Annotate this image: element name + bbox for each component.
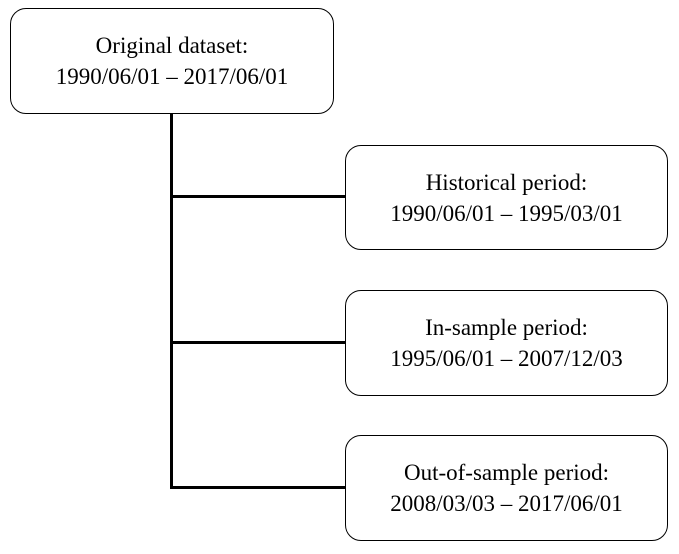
connector-trunk (170, 113, 173, 489)
out-of-sample-period-title: Out-of-sample period: (403, 460, 610, 485)
historical-period-title: Historical period: (425, 169, 588, 195)
out-of-sample-period-box: Out-of-sample period: 2008/03/03 – 2017/… (345, 435, 668, 541)
in-sample-period-box: In-sample period: 1995/06/01 – 2007/12/0… (345, 290, 668, 396)
in-sample-period-title: In-sample period: (425, 315, 588, 340)
original-dataset-box: Original dataset: 1990/06/01 – 2017/06/0… (10, 8, 334, 114)
historical-period-box: Historical period: 1990/06/01 – 1995/03/… (345, 145, 668, 250)
in-sample-period-range: 1995/06/01 – 2007/12/03 (390, 346, 623, 371)
original-dataset-title: Original dataset: (95, 33, 249, 58)
historical-period-range: 1990/06/01 – 1995/03/01 (390, 200, 623, 226)
connector-branch-historical (170, 195, 346, 198)
original-dataset-range: 1990/06/01 – 2017/06/01 (55, 64, 289, 89)
connector-branch-in-sample (170, 341, 346, 344)
connector-branch-out-of-sample (170, 486, 346, 489)
out-of-sample-period-range: 2008/03/03 – 2017/06/01 (390, 491, 623, 516)
